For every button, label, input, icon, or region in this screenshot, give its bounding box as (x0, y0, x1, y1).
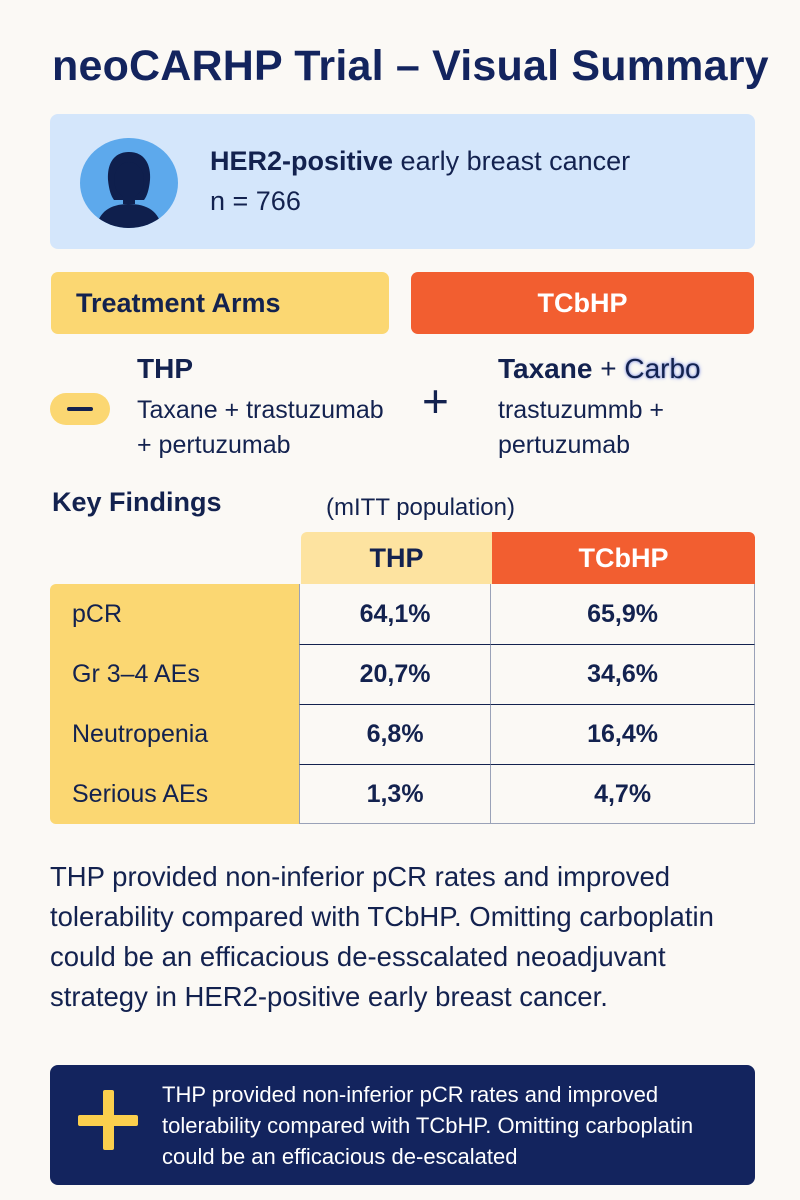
plus-icon (78, 1090, 138, 1150)
table-row: pCR 64,1% 65,9% (50, 584, 755, 644)
tcbhp-value: 34,6% (490, 644, 755, 704)
tcbhp-arm-line2: pertuzumab (498, 431, 631, 459)
tcbhp-arm-name: Taxane + Carbo (498, 353, 701, 384)
tcbhp-value: 65,9% (490, 584, 755, 644)
thp-value: 1,3% (299, 764, 491, 824)
column-header-tcbhp: TCbHP (492, 532, 755, 584)
population-description: HER2-positive early breast cancer (210, 146, 631, 176)
row-label: Serious AEs (50, 764, 299, 824)
callout-box: THP provided non-inferior pCR rates and … (50, 1065, 755, 1185)
callout-text: THP provided non-inferior pCR rates and … (162, 1082, 694, 1169)
conclusion-text: THP provided non-inferior pCR rates and … (50, 861, 714, 1012)
key-findings-subtitle: (mITT population) (326, 494, 515, 521)
thp-value: 6,8% (299, 704, 491, 764)
table-row: Gr 3–4 AEs 20,7% 34,6% (50, 644, 755, 704)
row-label: Gr 3–4 AEs (50, 644, 299, 704)
population-count: n = 766 (210, 186, 301, 216)
row-label: Neutropenia (50, 704, 299, 764)
tcbhp-arm-line1: trastuzummb + (498, 396, 665, 424)
treatment-arms-label: Treatment Arms (51, 272, 389, 334)
page-title: neoCARHP Trial – Visual Summary (52, 42, 769, 90)
key-findings-title: Key Findings (52, 487, 222, 517)
thp-arm-name: THP (137, 353, 193, 384)
tcbhp-value: 4,7% (490, 764, 755, 824)
column-header-thp: THP (301, 532, 492, 584)
table-row: Neutropenia 6,8% 16,4% (50, 704, 755, 764)
row-label: pCR (50, 584, 299, 644)
plus-icon: + (422, 375, 449, 427)
tcbhp-header: TCbHP (411, 272, 754, 334)
person-icon (80, 138, 178, 228)
population-banner: HER2-positive early breast cancer n = 76… (50, 114, 755, 249)
thp-value: 64,1% (299, 584, 491, 644)
carbo-label: Carbo (624, 353, 701, 384)
thp-arm-line1: Taxane + trastuzumab (137, 396, 384, 424)
thp-arm-line2: + pertuzumab (137, 431, 291, 459)
tcbhp-value: 16,4% (490, 704, 755, 764)
thp-value: 20,7% (299, 644, 491, 704)
table-row: Serious AEs 1,3% 4,7% (50, 764, 755, 824)
minus-icon (50, 393, 110, 425)
findings-table: pCR 64,1% 65,9% Gr 3–4 AEs 20,7% 34,6% N… (50, 584, 755, 824)
